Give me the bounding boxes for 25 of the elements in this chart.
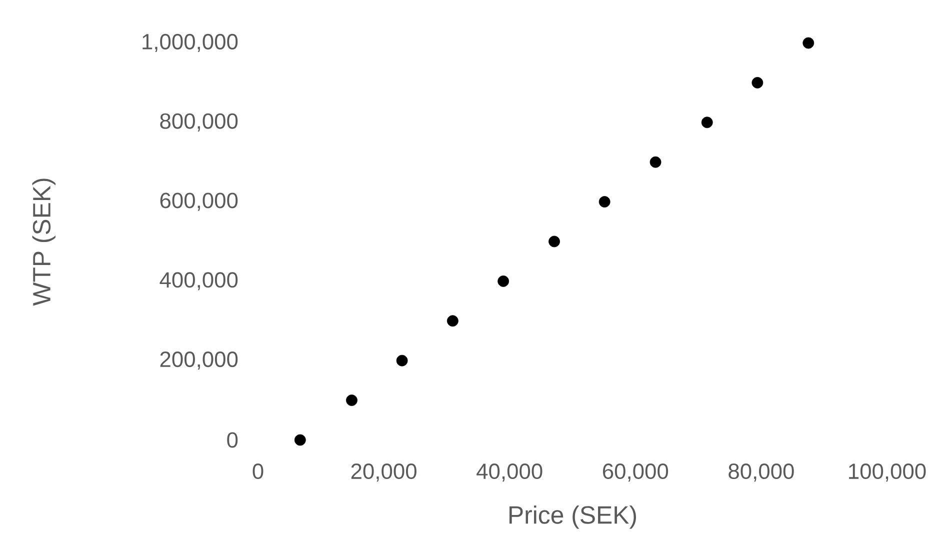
x-tick-label: 0 <box>252 464 264 480</box>
x-tick-label: 40,000 <box>476 464 542 482</box>
point <box>650 156 662 168</box>
y-tick-label: 200,000 <box>160 352 238 370</box>
point <box>346 394 358 406</box>
y-tick-label: 600,000 <box>160 192 238 211</box>
y-tick-label: 1,000,000 <box>142 34 238 52</box>
y-tick-label: 400,000 <box>160 272 238 290</box>
point <box>802 37 814 49</box>
point <box>294 434 306 446</box>
y-tick-label: 800,000 <box>160 113 238 132</box>
point <box>701 116 713 128</box>
y-axis-title: WTP (SEK) <box>32 178 56 306</box>
point <box>446 315 458 327</box>
point <box>598 196 610 208</box>
x-tick-label: 20,000 <box>351 464 416 482</box>
point <box>548 236 560 248</box>
point <box>752 76 764 88</box>
y-tick-label: 0 <box>227 432 238 448</box>
point <box>396 354 408 366</box>
x-axis-title: Price (SEK) <box>510 506 636 529</box>
x-tick-label: 60,000 <box>602 464 668 482</box>
point <box>498 276 510 287</box>
x-tick-label: 100,000 <box>849 464 926 482</box>
x-tick-label: 80,000 <box>728 464 794 482</box>
